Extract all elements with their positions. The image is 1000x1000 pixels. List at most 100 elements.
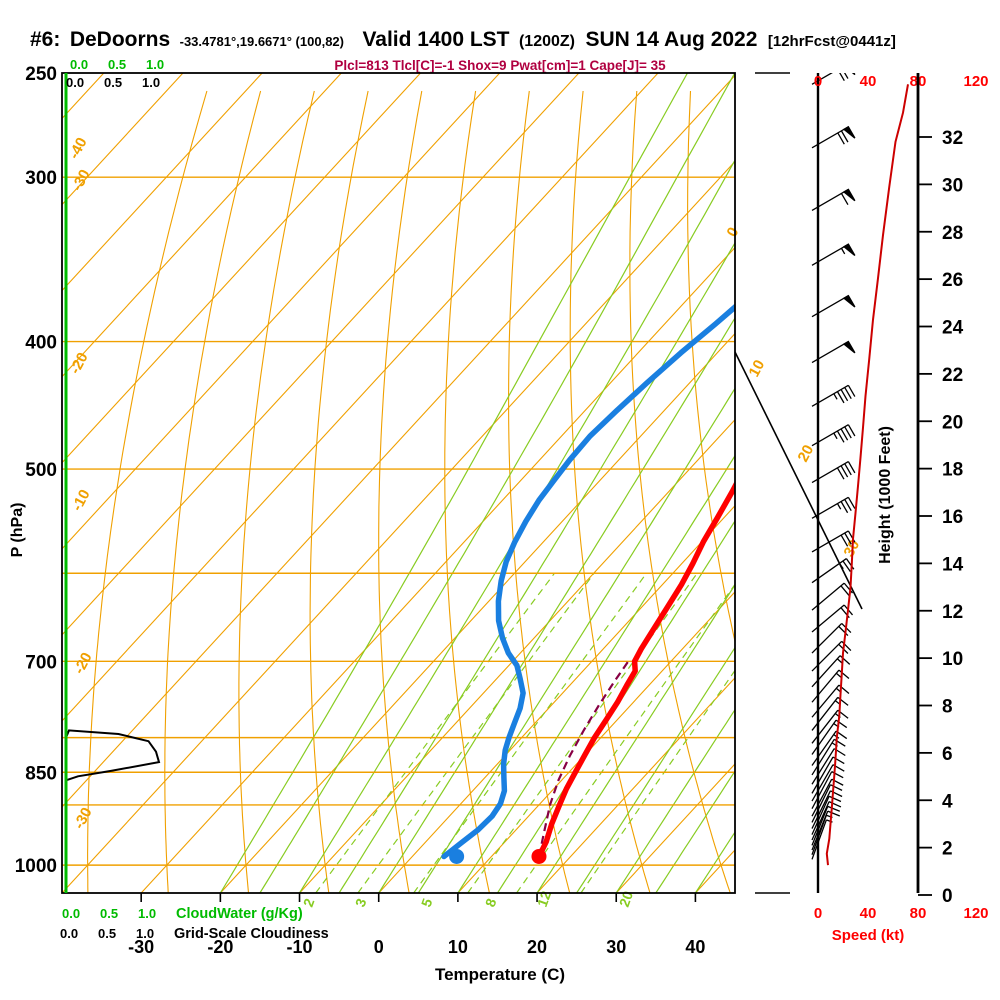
height-tick-6: 6 [942, 744, 953, 765]
wind-barb [811, 655, 851, 688]
speed-ttick-3: 120 [963, 73, 988, 90]
pressure-tick-700: 700 [25, 652, 57, 673]
isotherm-label-5: -30 [71, 805, 96, 832]
pressure-tick-400: 400 [25, 333, 57, 354]
wind-barb-panel [811, 73, 856, 860]
temperature-tick-10: 10 [448, 937, 468, 957]
height-tick-20: 20 [942, 412, 963, 433]
speed-btick-1: 40 [860, 905, 877, 922]
isotherm-label-3: -10 [69, 487, 94, 514]
height-axis-label: Height (1000 Feet) [877, 426, 894, 564]
speed-btick-0: 0 [814, 905, 822, 922]
page-title: #6: DeDoorns -33.4781°,19.6671° (100,82)… [30, 28, 896, 54]
mixing-ratio-label-1: 3 [352, 896, 370, 909]
speed-axis-label: Speed (kt) [832, 927, 905, 944]
height-tick-22: 22 [942, 365, 963, 386]
valid-time: Valid 1400 LST [362, 28, 510, 51]
height-tick-24: 24 [942, 318, 964, 339]
temperature-tick--30: -30 [128, 937, 154, 957]
isotherm-label-6: 0 [724, 225, 743, 240]
mixing-ratio-label-5: 20 [616, 889, 636, 909]
skewt-plot-frame [61, 72, 736, 894]
temperature-tick-0: 0 [374, 937, 384, 957]
station-coords: -33.4781°,19.6671° (100,82) [179, 34, 344, 49]
cloudiness-tick-2: 1.0 [142, 75, 160, 90]
height-tick-32: 32 [942, 128, 963, 149]
wind-barb [811, 801, 842, 841]
cloudwater-scale-top: 0.0 0.5 1.0 [70, 57, 164, 72]
wind-barb [811, 795, 842, 835]
cloudiness-scale-bottom: 0.0 0.5 1.0 Grid-Scale Cloudiness [60, 926, 329, 942]
cloudiness-tick-1: 0.5 [104, 75, 122, 90]
dewpoint-dot [449, 848, 465, 864]
valid-date: SUN 14 Aug 2022 [585, 28, 758, 51]
height-tick-4: 4 [942, 791, 953, 812]
cloudwater-btick-0: 0.0 [62, 906, 80, 921]
pressure-tick-250: 250 [25, 64, 57, 85]
pressure-tick-500: 500 [25, 460, 57, 481]
cloudwater-tick-1: 0.5 [108, 57, 126, 72]
height-tick-0: 0 [942, 886, 953, 907]
height-tick-30: 30 [942, 175, 963, 196]
speed-ttick-1: 40 [860, 73, 877, 90]
skewt-grid [62, 73, 735, 893]
pressure-tick-1000: 1000 [15, 856, 57, 877]
mixing-ratio-label-3: 8 [482, 896, 500, 909]
cloud-water-curve [65, 729, 161, 782]
temperature-tick-20: 20 [527, 937, 547, 957]
wind-speed-curve [825, 84, 909, 866]
isotherm-label-7: 10 [746, 357, 769, 380]
dewpoint-curve [441, 303, 735, 860]
temperature-tick-30: 30 [606, 937, 626, 957]
cloudwater-axis-label: CloudWater (g/Kg) [176, 906, 303, 922]
temperature-tick--10: -10 [287, 937, 313, 957]
temperature-tick-labels: -30 -20 -10 0 10 20 30 40 [128, 937, 705, 957]
pressure-tick-850: 850 [25, 763, 57, 784]
valid-time-utc: (1200Z) [518, 33, 575, 50]
forecast-tag: [12hrFcst@0441z] [767, 33, 896, 50]
profile-curves [65, 303, 735, 864]
height-tick-16: 16 [942, 507, 963, 528]
station-name: DeDoorns [69, 28, 171, 51]
cloudiness-btick-2: 1.0 [136, 926, 154, 941]
cloudiness-btick-0: 0.0 [60, 926, 78, 941]
cloudwater-tick-2: 1.0 [146, 57, 164, 72]
temperature-curve [536, 480, 735, 860]
station-id: #6: [30, 28, 61, 51]
height-tick-18: 18 [942, 460, 963, 481]
cloudwater-scale-bottom: 0.0 0.5 1.0 CloudWater (g/Kg) [62, 906, 303, 922]
speed-ttick-0: 0 [814, 73, 822, 90]
wind-barb [811, 805, 841, 846]
parcel-curve [537, 660, 630, 857]
speed-btick-3: 120 [963, 905, 988, 922]
barb-panel-diagonal [734, 351, 863, 610]
mixing-ratio-label-2: 5 [418, 896, 436, 909]
wind-barb [811, 424, 856, 447]
wind-barb [811, 530, 856, 553]
cloudiness-scale-top: 0.0 0.5 1.0 [66, 75, 160, 90]
cloudwater-btick-1: 0.5 [100, 906, 118, 921]
speed-profile-panel [825, 84, 909, 866]
height-tick-10: 10 [942, 649, 963, 670]
pressure-tick-300: 300 [25, 168, 57, 189]
temperature-dot [531, 848, 547, 864]
speed-scale-top: 0 40 80 120 [814, 73, 989, 90]
speed-btick-2: 80 [910, 905, 927, 922]
height-tick-12: 12 [942, 602, 963, 623]
cloudwater-tick-0: 0.0 [70, 57, 88, 72]
wind-barb [811, 784, 843, 823]
speed-scale-bottom: 0 40 80 120 Speed (kt) [814, 905, 989, 944]
wind-barb [811, 496, 856, 519]
cloudiness-tick-0: 0.0 [66, 75, 84, 90]
temperature-tick--20: -20 [207, 937, 233, 957]
height-tick-2: 2 [942, 839, 953, 860]
pressure-tick-labels: 250 300 400 500 700 850 1000 [15, 64, 57, 877]
wind-barb [811, 384, 856, 407]
isotherm-label-4: -20 [71, 650, 96, 677]
isotherm-label-0: -40 [66, 135, 91, 162]
cloudiness-btick-1: 0.5 [98, 926, 116, 941]
pressure-axis-label: P (hPa) [9, 503, 26, 558]
cloudiness-axis-label: Grid-Scale Cloudiness [174, 926, 329, 942]
